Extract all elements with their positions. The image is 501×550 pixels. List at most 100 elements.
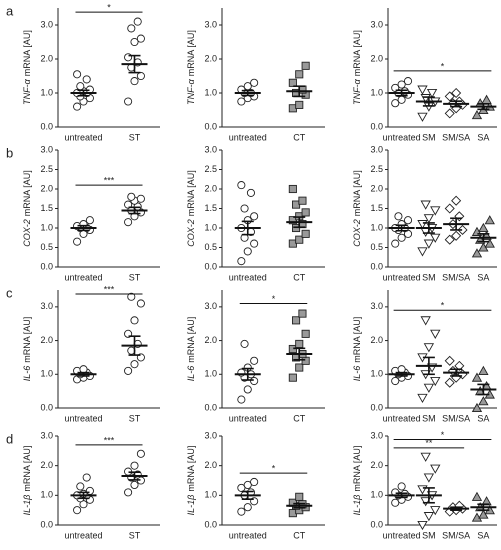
- x-tick-label: SM: [422, 530, 436, 540]
- point: [391, 376, 400, 386]
- gene-name: IL-1β: [22, 495, 32, 516]
- point: [481, 94, 492, 104]
- unit: mRNA [AU]: [22, 170, 32, 216]
- x-tick-label: CT: [293, 272, 305, 282]
- unit: mRNA [AU]: [186, 170, 196, 216]
- x-tick-label: SM/SA: [442, 272, 470, 282]
- y-axis-label: COX-2 mRNA [AU]: [22, 170, 32, 247]
- point: [454, 360, 465, 371]
- point: [124, 97, 133, 106]
- y-tick-label: 3.0: [370, 430, 383, 440]
- point: [240, 204, 249, 213]
- point: [250, 239, 259, 248]
- point: [130, 37, 139, 47]
- y-tick-label: 2.0: [204, 183, 217, 193]
- point: [246, 188, 255, 197]
- point: [397, 233, 406, 242]
- point: [127, 292, 136, 301]
- significance-label: *: [441, 430, 445, 440]
- x-tick-label: ST: [129, 530, 141, 540]
- point: [471, 491, 483, 501]
- point: [301, 329, 310, 338]
- point: [391, 99, 400, 108]
- point: [417, 485, 428, 495]
- y-tick-label: 2.0: [370, 460, 383, 470]
- y-axis-label: IL-6 mRNA [AU]: [352, 317, 362, 382]
- point: [451, 230, 462, 241]
- y-tick-label: 2.0: [40, 53, 53, 63]
- point: [403, 77, 413, 86]
- point: [85, 486, 94, 495]
- x-tick-label: SA: [477, 132, 489, 142]
- point: [417, 393, 428, 404]
- y-tick-label: 0.0: [204, 121, 217, 131]
- unit: mRNA [AU]: [352, 30, 362, 76]
- point: [301, 356, 310, 365]
- x-tick-label: SM/SA: [442, 413, 470, 423]
- point: [237, 483, 246, 492]
- x-tick-label: untreated: [229, 530, 267, 540]
- y-tick-label: 3.0: [40, 301, 53, 311]
- point: [301, 61, 310, 70]
- point: [457, 224, 468, 235]
- y-tick-label: 2.0: [40, 183, 53, 193]
- point: [397, 95, 406, 104]
- x-tick-label: SA: [477, 413, 489, 423]
- x-tick-label: untreated: [229, 272, 267, 282]
- gene-name: COX-2: [352, 219, 362, 247]
- significance-label: *: [441, 301, 445, 311]
- point: [444, 108, 455, 119]
- point: [430, 464, 441, 474]
- point: [298, 309, 307, 318]
- significance-label: *: [272, 294, 276, 304]
- point: [295, 339, 304, 348]
- point: [298, 196, 307, 205]
- significance-label: *: [441, 61, 445, 71]
- point: [288, 184, 297, 194]
- y-tick-label: 1.0: [204, 222, 217, 232]
- point: [288, 373, 297, 382]
- unit: mRNA [AU]: [186, 317, 196, 363]
- significance-label: ***: [104, 284, 115, 294]
- y-tick-label: 0.0: [40, 261, 53, 271]
- x-tick-label: untreated: [229, 413, 267, 423]
- point: [136, 449, 145, 458]
- point: [124, 200, 133, 209]
- x-tick-label: ST: [129, 413, 141, 423]
- point: [295, 70, 304, 79]
- point: [136, 34, 145, 43]
- point: [471, 402, 483, 413]
- point: [430, 376, 441, 387]
- x-tick-label: untreated: [383, 272, 421, 282]
- point: [430, 206, 441, 216]
- point: [76, 82, 85, 91]
- point: [250, 212, 259, 221]
- point: [124, 366, 133, 375]
- y-tick-label: 1.5: [40, 203, 53, 213]
- point: [250, 356, 259, 365]
- y-axis-label: IL-1β mRNA [AU]: [22, 446, 32, 516]
- y-axis-label: TNF-α mRNA [AU]: [22, 30, 32, 105]
- point: [394, 212, 403, 221]
- significance-label: *: [107, 2, 111, 12]
- point: [478, 509, 489, 519]
- significance-label: ***: [104, 175, 115, 185]
- gene-name: COX-2: [186, 219, 196, 247]
- x-tick-label: SA: [477, 272, 489, 282]
- x-tick-label: untreated: [64, 413, 102, 423]
- y-tick-label: 3.0: [204, 144, 217, 154]
- point: [250, 376, 259, 386]
- y-tick-label: 1.0: [370, 490, 383, 500]
- point: [124, 218, 133, 227]
- x-tick-label: untreated: [229, 132, 267, 142]
- point: [430, 506, 441, 516]
- y-tick-label: 1.0: [204, 490, 217, 500]
- point: [237, 97, 246, 106]
- point: [478, 222, 489, 233]
- point: [130, 461, 139, 470]
- point: [243, 247, 252, 256]
- y-tick-label: 1.0: [370, 222, 383, 232]
- point: [417, 520, 428, 531]
- point: [73, 70, 82, 79]
- point: [133, 17, 142, 26]
